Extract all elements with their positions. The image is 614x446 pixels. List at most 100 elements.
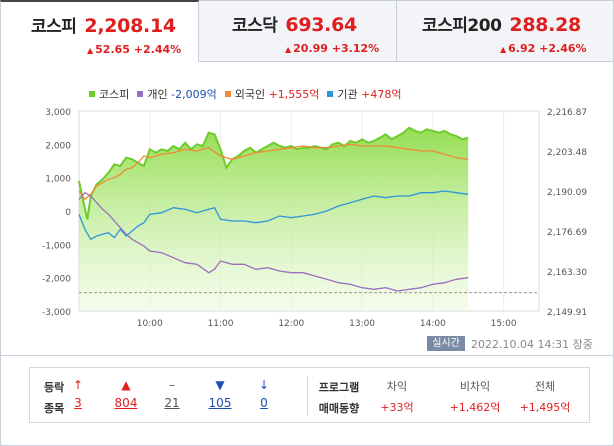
tab-kospi200-price: 288.28	[509, 14, 581, 36]
updown-count-link[interactable]: 3	[74, 396, 82, 410]
updown-symbol-icon: ↓	[258, 378, 270, 392]
updown-count-link[interactable]: 21	[164, 396, 180, 410]
program-title-line2: 매매동향	[318, 402, 360, 415]
updown-title: 등락 종목	[44, 379, 64, 416]
tab-kospi-name: 코스피	[31, 17, 77, 37]
intraday-chart-panel: 코스피 개인 -2,009억 외국인 +1,555억 기관 +478억	[0, 61, 614, 355]
tab-kosdaq-change-pct: +3.12%	[331, 42, 380, 55]
legend-individual-label: 개인	[147, 88, 168, 101]
chart-axes: 3,000 2,000 1,000 0 -1,000 -2,000 -3,000 2,216.…	[42, 108, 587, 329]
right-tick-label: 2,176.69	[547, 228, 587, 238]
updown-count-link[interactable]: 804	[114, 396, 138, 410]
legend-institution: 기관 +478억	[327, 86, 402, 102]
program-col-label: 비차익	[459, 380, 491, 393]
summary-divider	[307, 376, 308, 416]
left-tick-label: 2,000	[45, 141, 71, 151]
tab-kospi-change-value: 52.65	[95, 43, 130, 56]
index-tabs: 코스피 2,208.14 ▲ 52.65 +2.44% 코스닥 693.64 ▲ 2…	[0, 0, 614, 62]
left-tick-label: -1,000	[42, 241, 71, 251]
updown-item: ▲ 804	[111, 377, 141, 410]
up-arrow-icon: ▲	[285, 45, 292, 54]
realtime-badge[interactable]: 실시간	[427, 336, 465, 351]
program-col-value: +1,462억	[449, 401, 501, 414]
tab-kosdaq-change-value: 20.99	[293, 42, 328, 55]
tab-kospi200-change-pct: +2.46%	[539, 42, 587, 55]
legend-foreign-value: +1,555억	[268, 88, 320, 101]
updown-symbol-icon: ▼	[215, 378, 225, 392]
x-tick-label: 15:00	[491, 319, 517, 329]
investor-lines	[78, 143, 469, 292]
x-tick-label: 10:00	[137, 319, 163, 329]
up-arrow-icon: ▲	[500, 45, 507, 54]
right-tick-label: 2,163.30	[547, 268, 587, 278]
legend-individual-value: -2,009억	[171, 88, 217, 101]
legend-institution-label: 기관	[337, 88, 358, 101]
tab-kospi200-change: ▲ 6.92 +2.46%	[397, 42, 613, 55]
tab-kosdaq-change: ▲ 20.99 +3.12%	[199, 42, 396, 55]
right-tick-label: 2,203.48	[547, 148, 587, 158]
updown-item: ↓ 0	[249, 377, 279, 410]
updown-item: ↑ 3	[63, 377, 93, 410]
intraday-chart: 3,000 2,000 1,000 0 -1,000 -2,000 -3,000 2,216.…	[42, 108, 587, 329]
legend-foreign-swatch	[224, 91, 231, 97]
updown-count-link[interactable]: 105	[208, 396, 232, 410]
up-arrow-icon: ▲	[87, 46, 94, 55]
legend-individual: 개인 -2,009억	[137, 86, 217, 102]
individual-line	[78, 191, 469, 292]
program-col: 차익 +33억	[357, 378, 437, 415]
updown-item: – 21	[157, 377, 187, 410]
program-col-label: 차익	[386, 380, 408, 393]
tab-kospi[interactable]: 코스피 2,208.14 ▲ 52.65 +2.44%	[0, 0, 199, 62]
left-tick-label: 1,000	[45, 175, 71, 185]
program-col: 비차익 +1,462억	[435, 378, 515, 415]
chart-legend: 코스피 개인 -2,009억 외국인 +1,555억 기관 +478억	[89, 86, 410, 102]
left-tick-label: 3,000	[45, 108, 71, 118]
right-tick-label: 2,190.09	[547, 188, 587, 198]
left-tick-label: -3,000	[42, 308, 71, 318]
market-summary-panel: 등락 종목 ↑ 3 ▲ 804–21 ▼ 105 ↓ 0 프로그램 매매동향 차익 +33억 비차…	[0, 355, 614, 446]
program-title: 프로그램 매매동향	[311, 379, 367, 416]
updown-title-line2: 종목	[44, 402, 65, 415]
legend-kospi-label: 코스피	[99, 88, 130, 101]
tab-kospi-change: ▲ 52.65 +2.44%	[1, 43, 198, 56]
foreign-line	[78, 143, 469, 201]
updown-count-link[interactable]: 0	[260, 396, 268, 410]
kospi-line	[78, 126, 469, 220]
program-title-line1: 프로그램	[318, 381, 360, 394]
legend-foreign: 외국인 +1,555억	[224, 86, 320, 102]
legend-kospi: 코스피	[89, 86, 129, 102]
program-col: 전체 +1,495억	[505, 378, 585, 415]
tab-kosdaq-name: 코스닥	[232, 16, 278, 36]
legend-institution-swatch	[327, 91, 334, 97]
left-tick-label: -2,000	[42, 275, 71, 285]
left-tick-label: 0	[65, 208, 71, 218]
updown-symbol-icon: –	[169, 378, 175, 392]
updown-item: ▼ 105	[205, 377, 235, 410]
tab-kospi200-name: 코스피200	[422, 16, 502, 36]
legend-kospi-swatch	[89, 91, 95, 97]
x-tick-label: 12:00	[278, 319, 304, 329]
tab-kosdaq-price: 693.64	[285, 14, 357, 36]
summary-box: 등락 종목 ↑ 3 ▲ 804–21 ▼ 105 ↓ 0 프로그램 매매동향 차익 +33억 비차…	[29, 367, 590, 423]
updown-symbol-icon: ↑	[72, 378, 84, 392]
tab-kosdaq[interactable]: 코스닥 693.64 ▲ 20.99 +3.12%	[199, 0, 397, 62]
tab-kospi-change-pct: +2.44%	[133, 43, 182, 56]
legend-foreign-label: 외국인	[234, 88, 266, 101]
tab-kospi200[interactable]: 코스피200 288.28 ▲ 6.92 +2.46%	[397, 0, 614, 62]
institution-line	[78, 190, 469, 241]
legend-institution-value: +478억	[361, 88, 402, 101]
right-tick-label: 2,216.87	[547, 108, 587, 118]
x-tick-label: 11:00	[208, 319, 234, 329]
updown-title-line1: 등락	[44, 381, 65, 394]
update-timestamp: 2022.10.04 14:31 장중	[471, 338, 593, 351]
x-tick-label: 13:00	[349, 319, 375, 329]
legend-individual-swatch	[137, 91, 144, 97]
program-col-value: +1,495억	[519, 401, 571, 414]
kospi-area	[78, 126, 539, 311]
program-col-value: +33억	[380, 401, 414, 414]
kospi-area-fill	[79, 127, 469, 311]
program-col-label: 전체	[534, 380, 556, 393]
updown-symbol-icon: ▲	[121, 378, 131, 392]
tab-kospi200-change-value: 6.92	[508, 42, 536, 55]
